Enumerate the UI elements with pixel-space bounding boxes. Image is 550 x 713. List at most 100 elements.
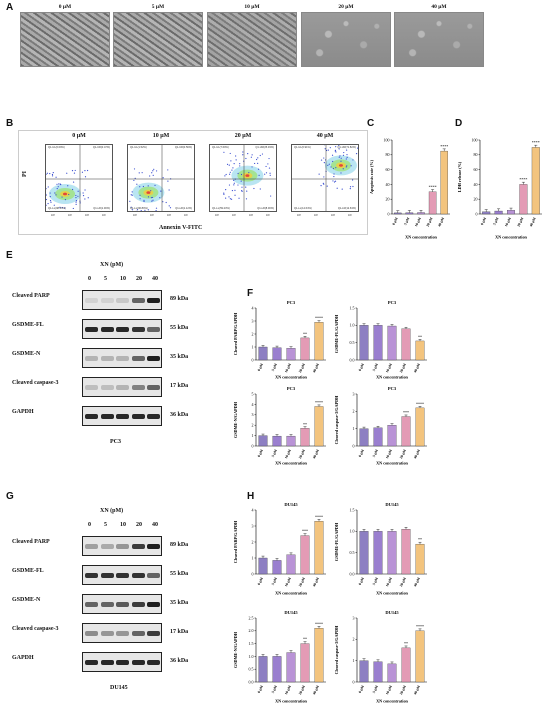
y-axis-label: Cleaved caspase-3/GAPDH xyxy=(334,395,339,444)
y-tick-label: 1 xyxy=(252,433,254,438)
x-tick-label: 10 μM xyxy=(385,362,393,373)
x-tick-label: 5 μM xyxy=(271,576,278,586)
flow-event-dot xyxy=(342,168,344,170)
flow-event-dot xyxy=(55,194,57,196)
cell-line-label: PC3 xyxy=(110,439,121,445)
flow-event-dot xyxy=(234,194,236,196)
flow-event-dot xyxy=(46,204,47,206)
y-tick-label: 100 xyxy=(384,137,390,142)
flow-event-dot xyxy=(234,189,236,191)
flow-event-dot xyxy=(346,156,348,158)
flow-event-dot xyxy=(251,154,253,156)
flow-event-dot xyxy=(136,183,138,185)
bar xyxy=(401,328,411,361)
panel-label-h: H xyxy=(247,491,255,502)
flow-event-dot xyxy=(265,172,268,174)
y-tick-label: 0.0 xyxy=(249,679,254,684)
western-blot-pc3: XN (pM) 0 5 10 20 40 Cleaved PARP 89 kDa GSDME-F… xyxy=(10,262,220,477)
flow-event-dot xyxy=(49,172,51,175)
significance-label: ** xyxy=(303,637,307,642)
flow-event-dot xyxy=(223,151,225,153)
bar xyxy=(314,521,324,575)
band xyxy=(100,385,114,390)
flow-event-dot xyxy=(82,194,85,197)
bar xyxy=(359,531,369,575)
cell-line-label: DU145 xyxy=(110,685,128,691)
flow-event-dot xyxy=(49,192,51,194)
flow-event-dot xyxy=(255,158,258,161)
flow-event-dot xyxy=(139,198,141,200)
x-tick-label: 0 μM xyxy=(257,684,264,694)
bar xyxy=(359,660,369,683)
density-peak xyxy=(338,164,343,167)
quadrant-lr: Q1-LR(8.00%) xyxy=(257,207,274,210)
x-axis-label: XN concentration xyxy=(376,591,408,596)
band xyxy=(131,385,145,390)
bar xyxy=(272,656,282,683)
x-tick-label: 40 μM xyxy=(312,684,320,695)
flow-event-dot xyxy=(144,209,146,211)
flow-density xyxy=(292,145,358,211)
band xyxy=(147,385,160,390)
conc-label: 0 μM xyxy=(58,4,72,10)
blot-strip xyxy=(82,623,162,643)
flow-event-dot xyxy=(264,173,266,175)
bar xyxy=(373,427,383,447)
flow-density xyxy=(128,145,194,211)
flow-event-dot xyxy=(46,188,47,190)
flow-event-dot xyxy=(258,174,260,177)
x-axis-label: XN concentration xyxy=(275,375,307,380)
y-tick-label: 4 xyxy=(252,507,254,512)
bar xyxy=(401,416,411,447)
flow-event-dot xyxy=(49,196,51,198)
y-tick-label: 2 xyxy=(252,331,254,336)
band xyxy=(131,573,145,578)
band-label: GAPDH xyxy=(12,409,34,415)
flow-event-dot xyxy=(66,172,68,174)
kda-label: 55 kDa xyxy=(170,325,189,331)
band-label: Cleaved caspase-3 xyxy=(12,626,59,632)
flow-event-dot xyxy=(259,188,261,190)
flow-event-dot xyxy=(53,204,55,206)
flow-event-dot xyxy=(231,169,233,171)
bar xyxy=(286,554,296,575)
significance-label: **** xyxy=(429,185,437,190)
flow-conc-label: 20 μM xyxy=(234,133,252,139)
quadrant-ll: Q1-LL(14.64%) xyxy=(294,207,312,210)
y-axis-label: GSDME-N/GAPDH xyxy=(233,401,238,438)
x-tick-label: 40 μM xyxy=(413,576,421,587)
flow-event-dot xyxy=(334,180,337,182)
flow-event-dot xyxy=(267,163,269,165)
flow-event-dot xyxy=(246,190,248,192)
x-tick-label: 0 μM xyxy=(358,448,365,458)
flow-event-dot xyxy=(241,190,243,192)
x-tick-label: 10 μM xyxy=(284,684,292,695)
y-tick-label: 0 xyxy=(252,357,254,362)
flow-event-dot xyxy=(324,148,326,150)
flow-event-dot xyxy=(343,151,345,154)
band xyxy=(116,385,129,390)
x-axis-label: XN concentration xyxy=(275,461,307,466)
chart-pc3-cleaved-parp: PC3 0 1 2 3 4 Cleaved PARP/GAPDH 0 μM 5 μM 10 μM *… xyxy=(233,300,326,380)
flow-plot: Q1-UL(1.52%) Q1-UR(0.56%) Q1-LL(96.80%) Q1-… xyxy=(127,144,195,212)
y-tick-label: 80 xyxy=(474,152,478,157)
y-axis-label: Cleaved PARP/GAPDH xyxy=(233,520,238,563)
y-tick-label: 1 xyxy=(353,658,355,663)
flow-event-dot xyxy=(229,171,231,173)
flow-event-dot xyxy=(225,188,227,191)
x-tick-label: 10 μM xyxy=(385,576,393,587)
band xyxy=(116,573,129,578)
band xyxy=(100,573,114,578)
bar xyxy=(519,184,528,215)
conc-label: 10 μM xyxy=(244,4,260,10)
y-axis-label: GSDME-FL/GAPDH xyxy=(334,522,339,561)
chart-title: PC3 xyxy=(287,300,296,305)
flow-event-dot xyxy=(335,151,337,153)
band xyxy=(85,631,98,636)
flow-event-dot xyxy=(142,185,144,188)
bar xyxy=(286,652,296,683)
chart-ldh-release: 0 20 40 60 80 100 LDH release (%) 0 μM 5 μM 10 μM… xyxy=(457,137,542,240)
bar xyxy=(258,435,268,447)
quadrant-ul: Q1-UL(1.52%) xyxy=(130,146,147,149)
bar xyxy=(440,150,448,215)
